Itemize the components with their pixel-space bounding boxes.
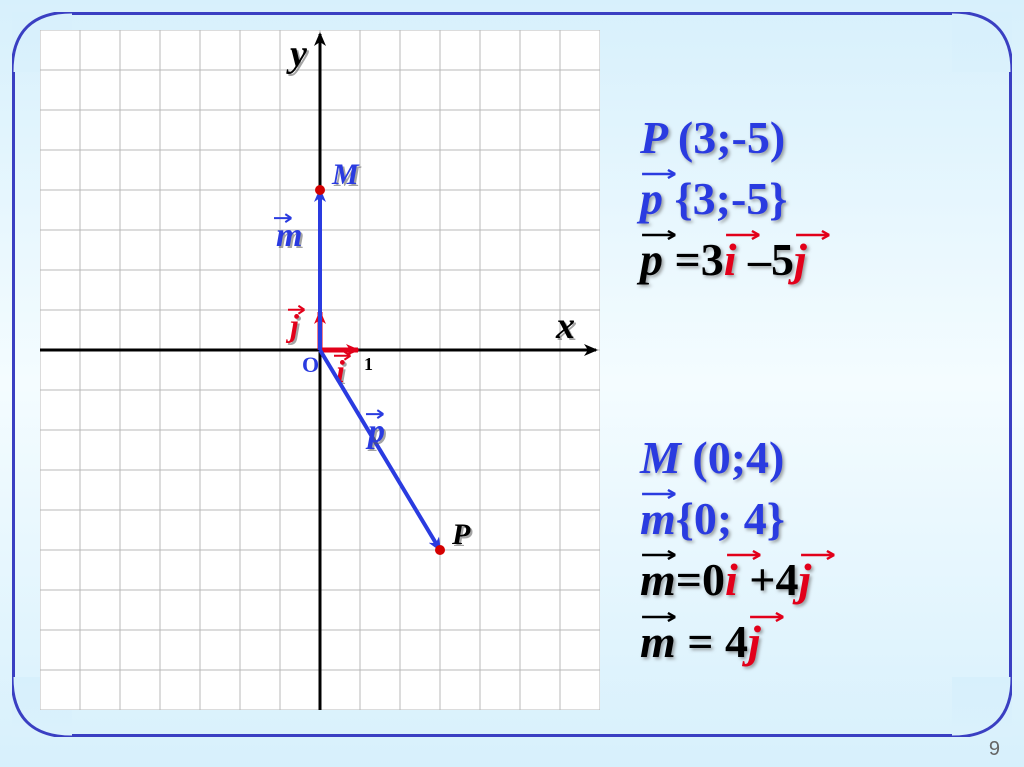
equations-p: P (3;-5) p {3;-5} p =3 i –5 j (640, 110, 807, 294)
svg-text:y: y (286, 33, 307, 75)
svg-text:P: P (451, 518, 471, 551)
corner-br (952, 677, 1012, 737)
coordinate-plot: xxyyO1iijjmmppMMPP (40, 30, 600, 710)
svg-text:O: O (302, 352, 319, 377)
svg-text:m: m (276, 217, 302, 254)
svg-text:M: M (331, 158, 360, 191)
svg-text:x: x (555, 305, 575, 347)
equations-m: M (0;4) m{0; 4} m=0 i +4 j m = 4 j (640, 430, 811, 675)
svg-text:p: p (365, 413, 385, 450)
page-number: 9 (989, 738, 1000, 761)
corner-tr (952, 12, 1012, 72)
svg-text:1: 1 (364, 354, 373, 374)
